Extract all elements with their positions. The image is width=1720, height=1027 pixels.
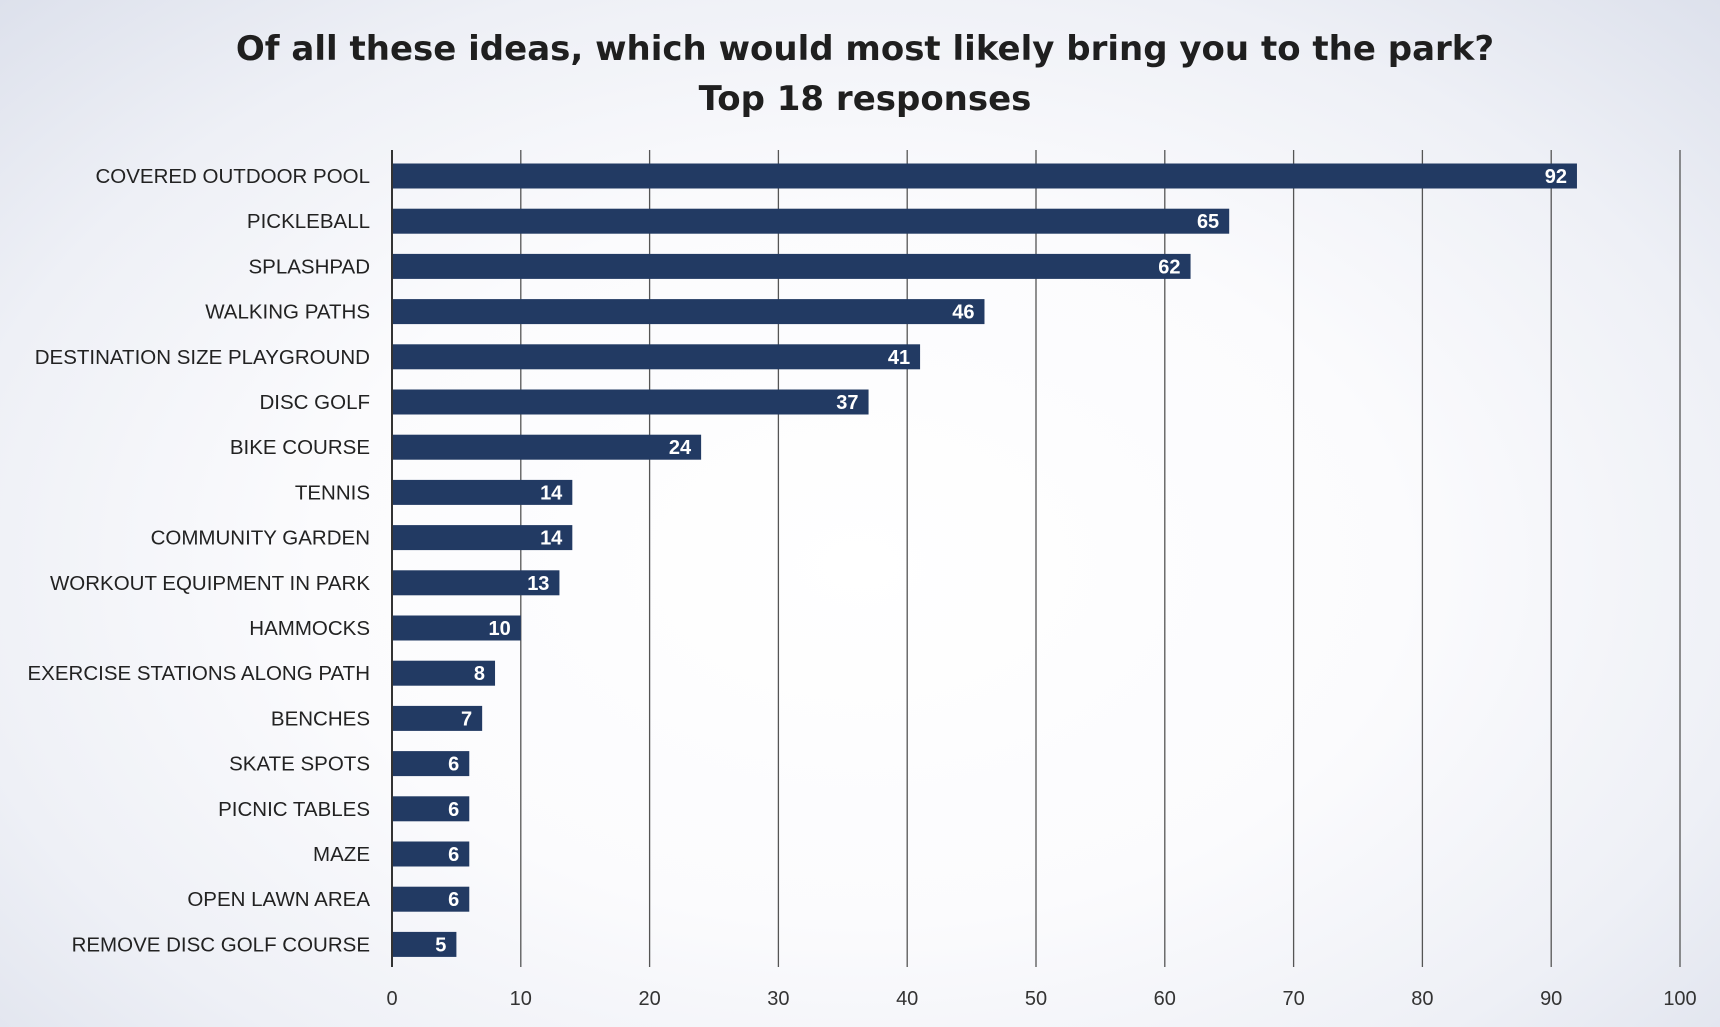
data-label: 41 xyxy=(888,347,910,369)
category-label: WORKOUT EQUIPMENT IN PARK xyxy=(50,572,370,595)
data-label: 6 xyxy=(448,889,459,911)
data-label: 13 xyxy=(527,573,549,595)
bar xyxy=(392,389,869,415)
x-tick-label: 20 xyxy=(638,988,660,1010)
category-label: EXERCISE STATIONS ALONG PATH xyxy=(28,662,371,685)
category-label: TENNIS xyxy=(295,481,370,504)
bar xyxy=(392,479,573,505)
category-label: COVERED OUTDOOR POOL xyxy=(95,165,370,188)
category-label: OPEN LAWN AREA xyxy=(187,888,370,911)
bar xyxy=(392,344,921,370)
bar xyxy=(392,705,483,731)
category-label: REMOVE DISC GOLF COURSE xyxy=(72,933,370,956)
category-label: SKATE SPOTS xyxy=(229,753,370,776)
chart-title: Of all these ideas, which would most lik… xyxy=(235,29,1495,69)
bar xyxy=(392,796,470,822)
bar xyxy=(392,253,1191,279)
bar xyxy=(392,299,985,325)
category-label: DESTINATION SIZE PLAYGROUND xyxy=(35,346,370,369)
category-label: PICNIC TABLES xyxy=(218,798,370,821)
data-label: 37 xyxy=(836,392,858,414)
chart-subtitle: Top 18 responses xyxy=(698,79,1032,119)
bar xyxy=(392,434,702,460)
chart-title-block: Of all these ideas, which would most lik… xyxy=(0,24,1720,124)
data-label: 6 xyxy=(448,844,459,866)
x-tick-label: 10 xyxy=(510,988,532,1010)
category-label: COMMUNITY GARDEN xyxy=(151,527,370,550)
x-tick-label: 0 xyxy=(386,988,397,1010)
bar xyxy=(392,931,457,957)
bar xyxy=(392,570,560,596)
data-label: 62 xyxy=(1158,256,1180,278)
category-label: BENCHES xyxy=(271,707,370,730)
data-label: 24 xyxy=(669,437,692,459)
x-tick-label: 90 xyxy=(1540,988,1562,1010)
data-label: 7 xyxy=(461,708,472,730)
bar xyxy=(392,163,1577,189)
bar xyxy=(392,660,496,686)
x-tick-label: 60 xyxy=(1154,988,1176,1010)
data-label: 65 xyxy=(1197,211,1219,233)
x-tick-label: 100 xyxy=(1663,988,1696,1010)
data-label: 92 xyxy=(1545,166,1567,188)
bar xyxy=(392,615,521,641)
bar xyxy=(392,208,1230,234)
x-tick-label: 40 xyxy=(896,988,918,1010)
category-label: PICKLEBALL xyxy=(247,210,370,233)
category-label: DISC GOLF xyxy=(260,391,371,414)
data-label: 46 xyxy=(952,302,974,324)
x-tick-label: 50 xyxy=(1025,988,1047,1010)
data-label: 14 xyxy=(540,482,563,504)
data-label: 5 xyxy=(435,934,446,956)
bar xyxy=(392,841,470,867)
data-label: 14 xyxy=(540,528,563,550)
data-label: 6 xyxy=(448,799,459,821)
category-label: WALKING PATHS xyxy=(205,301,370,324)
bar xyxy=(392,751,470,777)
data-label: 6 xyxy=(448,754,459,776)
data-label: 10 xyxy=(489,618,511,640)
category-label: MAZE xyxy=(313,843,370,866)
bar xyxy=(392,886,470,912)
x-tick-label: 30 xyxy=(767,988,789,1010)
category-label: BIKE COURSE xyxy=(230,436,370,459)
x-tick-label: 80 xyxy=(1411,988,1433,1010)
data-label: 8 xyxy=(474,663,485,685)
category-label: HAMMOCKS xyxy=(249,617,370,640)
category-label: SPLASHPAD xyxy=(248,255,370,278)
bar xyxy=(392,525,573,551)
x-tick-label: 70 xyxy=(1282,988,1304,1010)
